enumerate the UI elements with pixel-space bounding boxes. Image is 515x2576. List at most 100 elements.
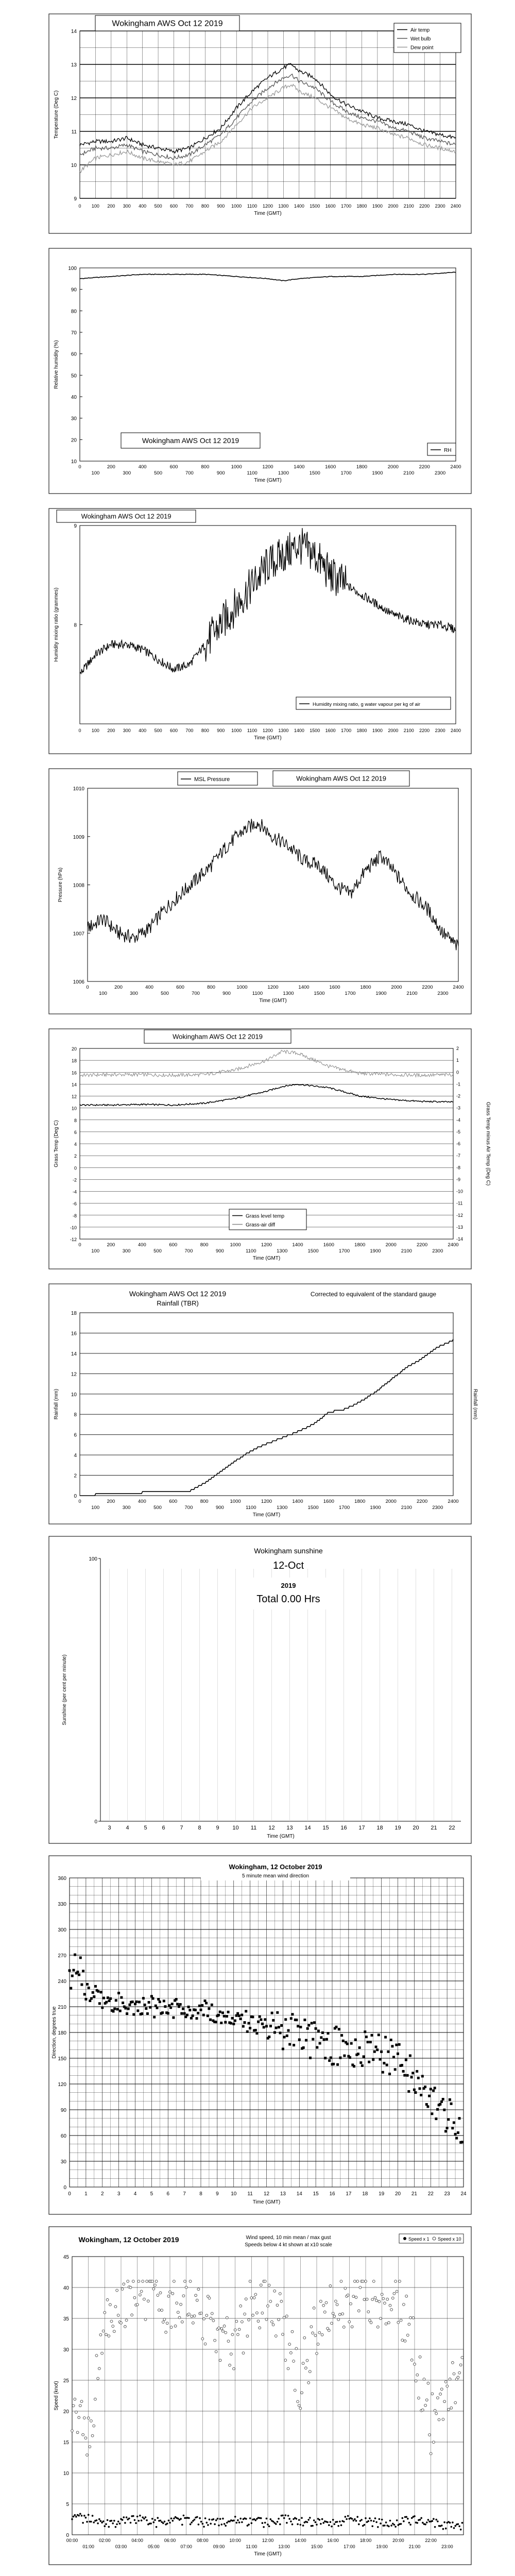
y-axis-label: Direction, degrees true — [52, 2006, 57, 2059]
speed-x1-point — [152, 2521, 155, 2523]
direction-point — [317, 2029, 320, 2032]
direction-point — [277, 2026, 280, 2029]
speed-x1-point — [448, 2521, 450, 2523]
speed-x1-point — [362, 2524, 364, 2527]
direction-point — [131, 2001, 134, 2003]
speed-x1-point — [461, 2522, 464, 2524]
direction-point — [270, 2011, 273, 2014]
speed-x10-point — [424, 2403, 427, 2407]
speed-x10-point — [145, 2280, 148, 2283]
x-tick-label: 11 — [247, 2191, 253, 2197]
direction-point — [376, 2048, 379, 2052]
speed-x1-point — [174, 2516, 177, 2518]
speed-x1-point — [223, 2523, 226, 2525]
speed-x10-point — [350, 2325, 354, 2329]
direction-point — [257, 2020, 260, 2023]
speed-x10-point — [109, 2303, 112, 2307]
speed-x1-point — [426, 2521, 428, 2523]
speed-x10-point — [273, 2289, 277, 2293]
direction-point — [261, 2022, 264, 2025]
y2-axis-label: Rainfall (mm) — [472, 1389, 478, 1419]
speed-x10-point — [222, 2325, 226, 2328]
speed-x1-point — [155, 2526, 158, 2528]
speed-x1-point — [420, 2517, 422, 2519]
x-tick-label: 8 — [198, 1825, 201, 1831]
panel-frame — [48, 768, 472, 1014]
chart-title: Wokingham AWS Oct 12 2019 — [173, 1033, 263, 1041]
x-tick-label: 2 — [101, 2191, 104, 2197]
speed-x10-point — [121, 2287, 124, 2291]
speed-x10-point — [414, 2379, 418, 2383]
speed-x1-point — [373, 2520, 375, 2522]
direction-point — [190, 2016, 193, 2020]
speed-x1-point — [120, 2518, 122, 2520]
x-tick-label: 400 — [139, 204, 146, 209]
direction-point — [176, 2003, 179, 2006]
direction-point — [250, 2015, 253, 2019]
direction-point — [98, 2002, 101, 2005]
direction-point — [128, 2003, 131, 2006]
speed-x10-point — [349, 2302, 352, 2306]
speed-x10-point — [174, 2324, 177, 2328]
speed-x10-point — [122, 2282, 126, 2286]
x-tick-label: 800 — [207, 985, 215, 990]
direction-point — [288, 2043, 291, 2046]
speed-x10-point — [310, 2325, 313, 2329]
speed-x10-point — [105, 2333, 108, 2336]
y-tick-label: -4 — [73, 1190, 77, 1195]
x-tick-label: 1 — [84, 2191, 88, 2197]
speed-x10-point — [398, 2280, 401, 2283]
direction-point — [370, 2033, 373, 2037]
direction-point — [75, 1972, 78, 1975]
x-tick-label: 01:00 — [82, 2544, 94, 2549]
x-tick-label: 300 — [123, 204, 131, 209]
speed-x10-point — [129, 2286, 132, 2289]
direction-point — [202, 2013, 205, 2016]
speed-x1-point — [336, 2521, 338, 2523]
x-tick-label: 1900 — [370, 1248, 381, 1254]
speed-x10-point — [107, 2334, 111, 2337]
speed-x1-point — [110, 2519, 113, 2522]
y2-tick-label: -4 — [456, 1117, 460, 1123]
x-tick-label: 0 — [78, 1499, 81, 1504]
x-tick-label: 1900 — [370, 1505, 381, 1511]
x-tick-label: 300 — [123, 1505, 131, 1511]
direction-point — [284, 2018, 287, 2021]
x-tick-label: 17:00 — [344, 2544, 355, 2549]
direction-point — [208, 2007, 211, 2010]
x-tick-label: 05:00 — [148, 2544, 160, 2549]
speed-x10-point — [428, 2433, 431, 2436]
speed-x10-point — [341, 2312, 344, 2316]
speed-x10-point — [429, 2452, 433, 2455]
speed-x1-point — [98, 2518, 100, 2520]
x-tick-label: 600 — [170, 728, 178, 733]
speed-x10-point — [153, 2283, 157, 2287]
x-tick-label: 1800 — [354, 1242, 365, 1248]
direction-point — [406, 2074, 409, 2077]
direction-point — [195, 2017, 198, 2020]
y2-tick-label: -7 — [456, 1153, 460, 1158]
x-tick-label: 2400 — [451, 728, 461, 733]
speed-x1-point — [290, 2520, 292, 2522]
y-tick-label: 30 — [63, 2347, 70, 2353]
speed-x1-point — [433, 2518, 435, 2520]
direction-point — [146, 2012, 149, 2015]
x-tick-label: 1500 — [310, 728, 320, 733]
speed-x10-point — [267, 2283, 271, 2287]
direction-point — [272, 2019, 275, 2022]
x-tick-label: 800 — [200, 1242, 209, 1248]
direction-point — [318, 2042, 321, 2045]
speed-x10-point — [295, 2347, 298, 2350]
direction-point — [258, 2015, 261, 2018]
speed-x10-point — [433, 2409, 437, 2412]
x-tick-label: 600 — [170, 464, 178, 470]
speed-x10-point — [299, 2406, 302, 2410]
direction-point — [149, 2006, 152, 2009]
chart-subtitle: 5 minute mean wind direction — [242, 1873, 309, 1879]
x-tick-label: 200 — [107, 204, 115, 209]
x-tick-label: 9 — [216, 1825, 219, 1831]
speed-x10-point — [292, 2360, 295, 2363]
x-tick-label: 2400 — [451, 204, 461, 209]
speed-x1-point — [87, 2514, 90, 2516]
